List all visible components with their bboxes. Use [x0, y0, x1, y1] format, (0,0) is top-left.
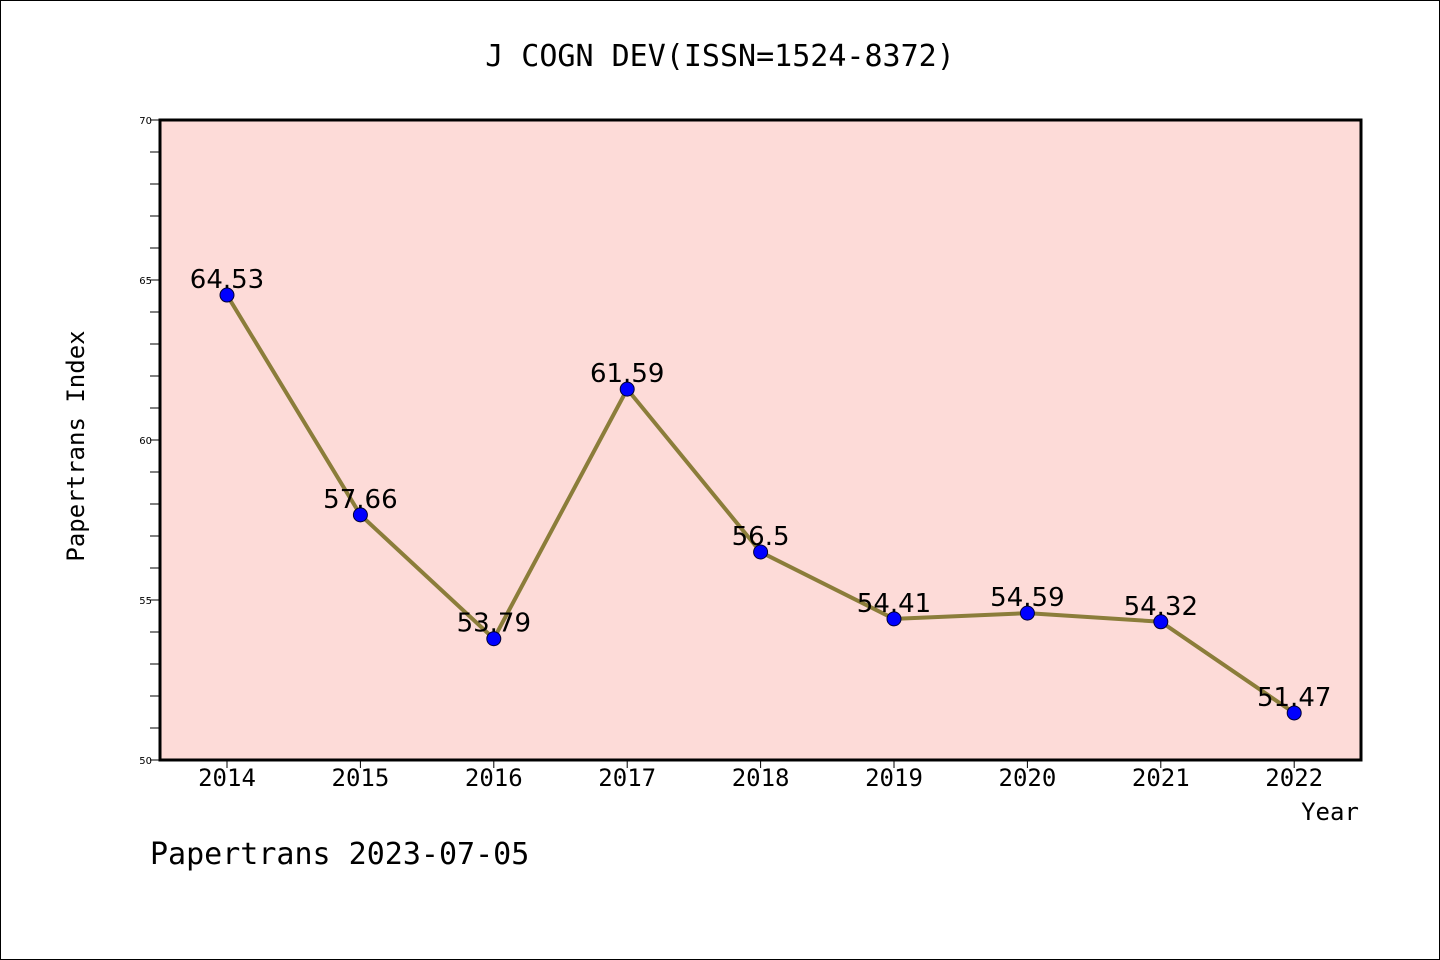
data-label: 51.47 — [1257, 683, 1331, 713]
x-axis: 2014 2015 2016 2017 2018 2019 2020 2021 2022 — [198, 760, 1323, 792]
x-axis-label: Year — [1301, 798, 1359, 826]
x-tick-label: 2021 — [1132, 764, 1190, 792]
data-point — [1019, 605, 1035, 621]
x-tick-label: 2015 — [332, 764, 390, 792]
x-tick-label: 2022 — [1265, 764, 1323, 792]
data-point — [219, 287, 235, 303]
data-point — [1286, 705, 1302, 721]
data-label: 54.32 — [1124, 592, 1198, 622]
y-axis: 50 55 60 65 70 — [139, 116, 160, 767]
x-tick-label: 2017 — [598, 764, 656, 792]
data-markers — [219, 287, 1302, 721]
data-label: 57.66 — [323, 485, 397, 515]
x-tick-label: 2016 — [465, 764, 523, 792]
plot-border — [158, 118, 1363, 762]
y-tick-label: 65 — [139, 276, 152, 287]
chart-title: J COGN DEV(ISSN=1524-8372) — [485, 39, 955, 74]
data-point — [619, 381, 635, 397]
data-label: 56.5 — [732, 522, 790, 552]
data-label: 54.59 — [990, 583, 1064, 613]
data-label: 53.79 — [457, 609, 531, 639]
x-tick-label: 2018 — [732, 764, 790, 792]
x-tick-label: 2019 — [865, 764, 923, 792]
data-point — [886, 611, 902, 627]
y-tick-label: 60 — [139, 436, 152, 447]
x-tick-label: 2020 — [999, 764, 1057, 792]
data-label: 54.41 — [857, 589, 931, 619]
y-axis-label: Papertrans Index — [62, 330, 90, 561]
data-point — [486, 631, 502, 647]
data-point — [753, 544, 769, 560]
data-point — [1153, 614, 1169, 630]
y-tick-label: 50 — [139, 756, 152, 767]
x-tick-label: 2014 — [198, 764, 256, 792]
y-tick-label: 55 — [139, 596, 152, 607]
data-labels: 64.53 57.66 53.79 61.59 56.5 54.41 54.59 54.32 5… — [190, 265, 1332, 713]
data-label: 61.59 — [590, 359, 664, 389]
plot-area — [160, 120, 1361, 760]
footer-date: Papertrans 2023-07-05 — [150, 837, 529, 872]
data-point — [352, 507, 368, 523]
data-label: 64.53 — [190, 265, 264, 295]
y-tick-label: 70 — [139, 116, 152, 127]
